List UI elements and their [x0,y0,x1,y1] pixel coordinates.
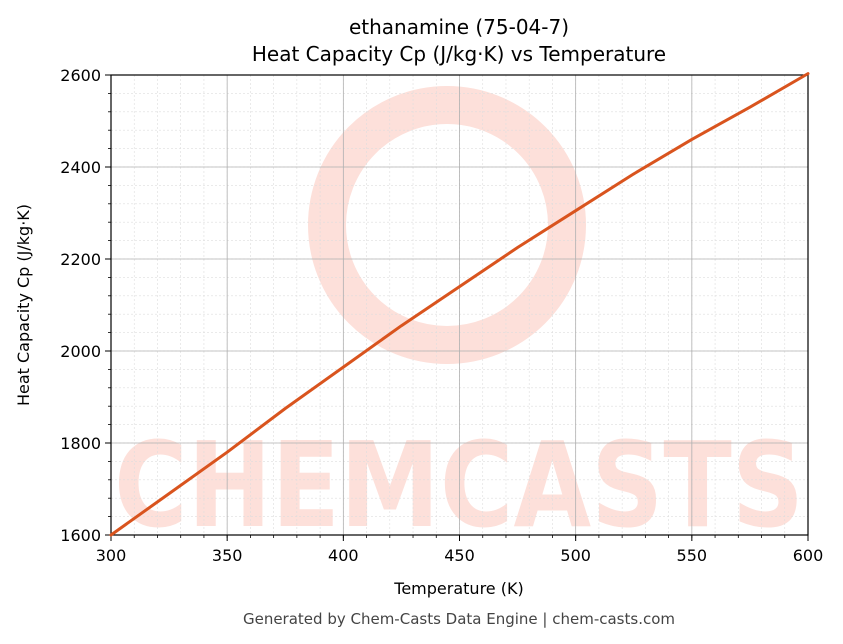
y-axis-label: Heat Capacity Cp (J/kg·K) [14,204,33,406]
x-axis-label: Temperature (K) [393,579,523,598]
y-tick-label: 2600 [60,66,101,85]
y-tick-label: 1600 [60,526,101,545]
x-tick-label: 550 [677,546,708,565]
series-line [109,72,810,537]
y-tick-label: 2200 [60,250,101,269]
x-tick-label: 600 [793,546,824,565]
watermark-text: CHEMCASTS [114,416,804,554]
chart-title-line1: ethanamine (75-04-7) [349,15,569,39]
chart-title-line2: Heat Capacity Cp (J/kg·K) vs Temperature [252,42,666,66]
y-tick-label: 2000 [60,342,101,361]
x-tick-label: 300 [96,546,127,565]
y-tick-label: 2400 [60,158,101,177]
y-tick-label: 1800 [60,434,101,453]
x-tick-label: 350 [212,546,243,565]
x-tick-label: 500 [560,546,591,565]
watermark-logo-ring [308,86,586,364]
x-tick-label: 400 [328,546,359,565]
x-tick-label: 450 [444,546,475,565]
footer-text: Generated by Chem-Casts Data Engine | ch… [243,610,675,628]
watermark: CHEMCASTS [114,86,804,554]
series-layer [109,72,810,537]
axis-ticks: 300 350 400 450 500 550 600 1600 1800 2000 2200 240… [60,66,823,565]
